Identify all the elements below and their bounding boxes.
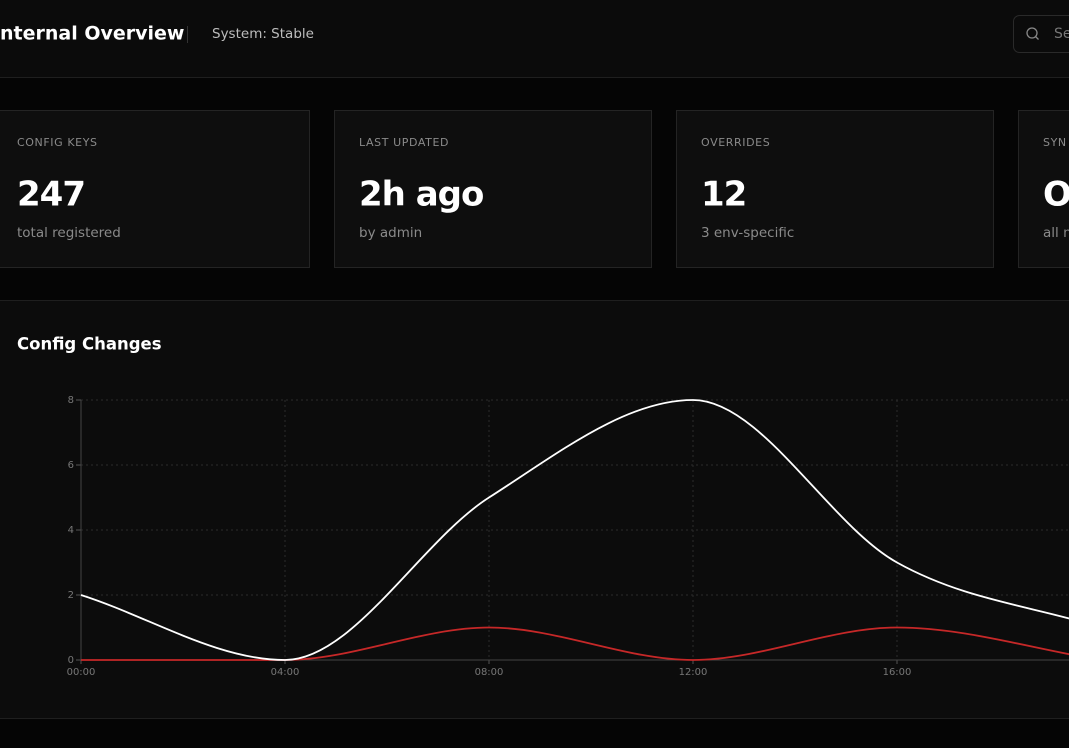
x-tick-label: 00:00 (67, 667, 96, 678)
x-tick-label: 16:00 (883, 667, 912, 678)
stat-sub: 3 env-specific (701, 225, 794, 241)
stat-card (676, 110, 994, 268)
x-tick-label: 12:00 (679, 667, 708, 678)
stat-card (0, 110, 310, 268)
y-tick-label: 6 (68, 460, 74, 471)
stat-sub: total registered (17, 225, 121, 241)
y-tick-label: 4 (68, 525, 74, 536)
stat-label: SYN (1043, 136, 1067, 149)
stat-sub: all n (1043, 225, 1069, 241)
stat-label: LAST UPDATED (359, 136, 449, 149)
stat-value: O (1043, 175, 1069, 215)
stat-sub: by admin (359, 225, 422, 241)
series-line (80, 399, 1069, 661)
stat-card (334, 110, 652, 268)
header-bar (0, 0, 1069, 77)
stat-label: OVERRIDES (701, 136, 770, 149)
stat-value: 247 (17, 175, 85, 215)
status: System: Stable (212, 26, 314, 42)
x-tick-label: 08:00 (475, 667, 504, 678)
search-placeholder[interactable]: Se (1054, 26, 1069, 42)
search-icon (1026, 27, 1038, 39)
y-tick-label: 2 (68, 590, 74, 601)
stat-value: 12 (701, 175, 746, 215)
y-tick-label: 8 (68, 395, 74, 406)
x-tick-label: 04:00 (271, 667, 300, 678)
search-box[interactable] (1013, 15, 1069, 53)
stat-value: 2h ago (359, 175, 483, 215)
chart-panel (0, 300, 1069, 719)
y-tick-label: 0 (68, 655, 74, 666)
series-line (81, 626, 1069, 661)
chart-title: Config Changes (17, 335, 162, 354)
page-title: nternal Overview (0, 23, 184, 45)
stat-card (1018, 110, 1069, 268)
stat-label: CONFIG KEYS (17, 136, 98, 149)
search-icon (1035, 36, 1039, 40)
